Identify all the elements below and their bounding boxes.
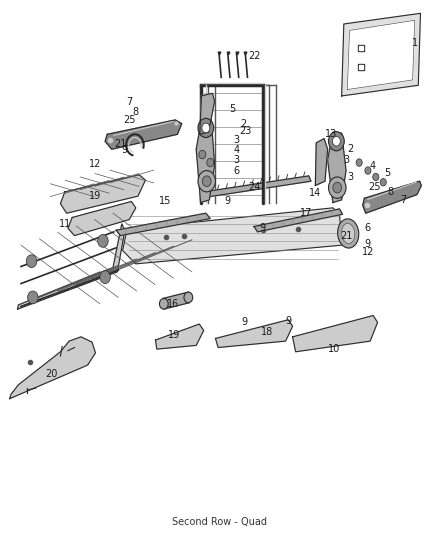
Polygon shape [204,176,311,197]
Circle shape [159,298,168,309]
Ellipse shape [338,219,359,248]
Text: 7: 7 [126,98,132,107]
Text: 5: 5 [229,104,235,114]
Circle shape [198,171,215,192]
Circle shape [207,158,214,167]
Circle shape [202,176,211,187]
Text: 13: 13 [325,130,337,139]
Polygon shape [363,181,421,213]
Polygon shape [105,120,182,149]
Polygon shape [215,320,293,348]
Polygon shape [200,93,215,134]
Text: 25: 25 [368,182,381,191]
Text: 10: 10 [328,344,340,354]
Text: 4: 4 [233,146,240,155]
Polygon shape [116,213,210,236]
Text: 25: 25 [123,115,135,125]
Text: 15: 15 [159,197,172,206]
Circle shape [356,159,362,166]
Circle shape [332,136,340,146]
Text: 21: 21 [340,231,352,240]
Text: 20: 20 [46,369,58,379]
Circle shape [100,271,110,284]
Text: 7: 7 [400,195,406,205]
Polygon shape [10,337,95,399]
Circle shape [199,150,206,159]
Polygon shape [163,292,189,309]
Text: 24: 24 [248,182,260,191]
Polygon shape [328,132,346,203]
Polygon shape [196,115,215,203]
Text: 9: 9 [225,197,231,206]
Text: 3: 3 [343,155,349,165]
Polygon shape [315,139,328,185]
Polygon shape [254,209,343,232]
Text: 23: 23 [239,126,251,135]
Text: 8: 8 [388,187,394,197]
Text: 12: 12 [362,247,374,256]
Text: 17: 17 [300,208,313,218]
Text: 16: 16 [167,299,179,309]
Circle shape [328,132,344,151]
Circle shape [28,291,38,304]
Circle shape [365,167,371,174]
Text: 3: 3 [233,135,240,144]
Polygon shape [293,316,378,352]
Circle shape [98,235,108,247]
Text: 9: 9 [285,316,291,326]
Text: 1: 1 [412,38,418,47]
Text: 9: 9 [241,318,247,327]
Text: 2: 2 [240,119,246,128]
Text: 5: 5 [385,168,391,178]
Text: 9: 9 [122,146,128,155]
Polygon shape [347,20,415,90]
Text: 12: 12 [89,159,102,169]
Text: 14: 14 [309,188,321,198]
Text: 4: 4 [369,161,375,171]
Text: 21: 21 [114,139,127,149]
Text: 19: 19 [168,330,180,340]
Text: 11: 11 [59,219,71,229]
Polygon shape [342,13,420,96]
Text: 6: 6 [233,166,240,175]
Polygon shape [60,175,145,213]
Circle shape [333,182,342,193]
Text: 8: 8 [133,107,139,117]
Circle shape [380,179,386,186]
Text: 2: 2 [347,144,353,154]
Text: 3: 3 [233,155,240,165]
Ellipse shape [342,223,355,244]
Polygon shape [68,201,136,236]
Circle shape [328,177,346,198]
Text: Second Row - Quad: Second Row - Quad [172,516,266,527]
Circle shape [198,118,214,138]
Circle shape [373,173,379,181]
Text: 18: 18 [261,327,273,336]
Circle shape [26,255,37,268]
Text: 9: 9 [260,223,266,233]
Text: 9: 9 [365,239,371,249]
Text: 19: 19 [89,191,102,201]
Text: 6: 6 [365,223,371,233]
Circle shape [184,292,193,303]
Polygon shape [123,208,342,264]
Circle shape [202,123,210,133]
Text: 3: 3 [347,172,353,182]
Text: 22: 22 [248,51,260,61]
Polygon shape [155,324,204,349]
Polygon shape [18,224,125,309]
